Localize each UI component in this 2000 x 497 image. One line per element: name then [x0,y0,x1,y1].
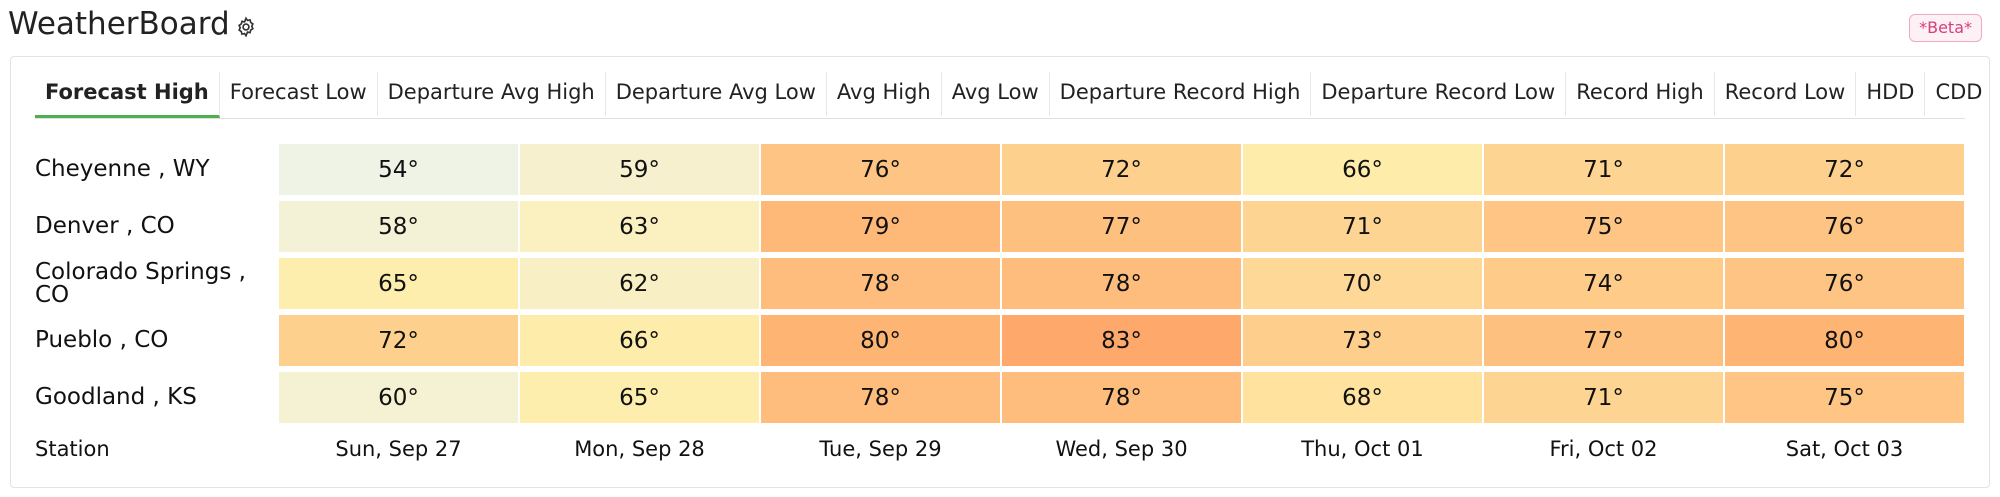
date-label: Fri, Oct 02 [1549,437,1658,461]
metric-tabs: Forecast High Forecast Low Departure Avg H… [35,72,1982,119]
temperature-cell: 71° [1484,372,1723,423]
temperature-cell: 59° [520,144,759,195]
temperature-cell: 77° [1484,315,1723,366]
tab-avg-low[interactable]: Avg Low [942,72,1050,116]
temperature-cell: 72° [1002,144,1241,195]
temperature-cell: 70° [1243,258,1482,309]
temperature-cell: 78° [761,372,1000,423]
temperature-cell: 75° [1725,372,1964,423]
tab-forecast-high[interactable]: Forecast High [35,72,220,118]
temperature-cell: 54° [279,144,518,195]
temperature-cell: 74° [1484,258,1723,309]
station-name: Denver , CO [35,213,175,239]
station-column-header: Station [35,437,110,461]
app-header: WeatherBoard *Beta* [0,0,2000,54]
tab-departure-record-low[interactable]: Departure Record Low [1311,72,1567,116]
tab-record-high[interactable]: Record High [1566,72,1715,116]
station-name: Goodland , KS [35,384,197,410]
temperature-cell: 72° [1725,144,1964,195]
temperature-cell: 62° [520,258,759,309]
temperature-cell: 75° [1484,201,1723,252]
tab-departure-record-high[interactable]: Departure Record High [1050,72,1312,116]
temperature-cell: 65° [520,372,759,423]
temperature-cell: 78° [1002,258,1241,309]
temperature-cell: 63° [520,201,759,252]
tab-hdd[interactable]: HDD [1856,72,1926,116]
beta-badge: *Beta* [1909,14,1982,42]
temperature-cell: 65° [279,258,518,309]
date-label: Mon, Sep 28 [574,437,705,461]
date-label: Sat, Oct 03 [1785,437,1904,461]
forecast-table: Cheyenne , WY 54° 59° 76° 72° 66° 71° 72° Denver… [35,144,1964,469]
temperature-cell: 79° [761,201,1000,252]
tab-avg-high[interactable]: Avg High [827,72,942,116]
temperature-cell: 77° [1002,201,1241,252]
temperature-cell: 71° [1484,144,1723,195]
tab-departure-avg-low[interactable]: Departure Avg Low [606,72,827,116]
date-label: Tue, Sep 29 [819,437,942,461]
tab-cdd[interactable]: CDD [1935,80,1983,104]
date-label: Wed, Sep 30 [1055,437,1188,461]
temperature-cell: 72° [279,315,518,366]
temperature-cell: 58° [279,201,518,252]
tab-record-low[interactable]: Record Low [1715,72,1857,116]
temperature-cell: 71° [1243,201,1482,252]
gear-icon[interactable] [235,16,257,38]
content-panel [10,56,1990,488]
temperature-cell: 66° [520,315,759,366]
temperature-cell: 83° [1002,315,1241,366]
station-name: Cheyenne , WY [35,156,210,182]
station-name: Pueblo , CO [35,327,169,353]
temperature-cell: 76° [761,144,1000,195]
station-name: Colorado Springs , CO [35,258,246,308]
tab-departure-avg-high[interactable]: Departure Avg High [378,72,606,116]
temperature-cell: 80° [761,315,1000,366]
temperature-cell: 60° [279,372,518,423]
temperature-cell: 76° [1725,201,1964,252]
temperature-cell: 73° [1243,315,1482,366]
app-title: WeatherBoard [8,6,230,42]
tab-forecast-low[interactable]: Forecast Low [220,72,378,116]
date-label: Thu, Oct 01 [1301,437,1424,461]
temperature-cell: 68° [1243,372,1482,423]
temperature-cell: 78° [761,258,1000,309]
temperature-cell: 66° [1243,144,1482,195]
temperature-cell: 78° [1002,372,1241,423]
date-label: Sun, Sep 27 [335,437,462,461]
temperature-cell: 76° [1725,258,1964,309]
temperature-cell: 80° [1725,315,1964,366]
